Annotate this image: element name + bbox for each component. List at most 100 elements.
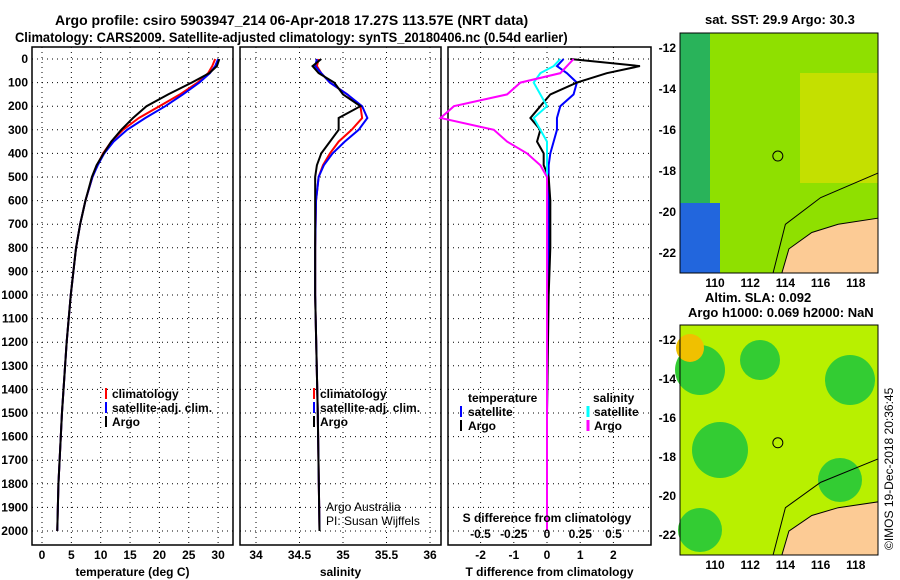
map-anomaly-blob bbox=[740, 340, 780, 380]
map-lon-tick: 112 bbox=[741, 558, 761, 572]
depth-tick-label: 200 bbox=[8, 99, 28, 113]
depth-tick-label: 1000 bbox=[1, 288, 28, 302]
legend-heading-temperature: temperature bbox=[468, 391, 538, 405]
x-axis-label: salinity bbox=[320, 565, 362, 579]
map-lon-tick: 114 bbox=[776, 276, 796, 290]
map-lon-tick: 118 bbox=[846, 558, 866, 572]
map-warm-region bbox=[800, 73, 878, 183]
x-tick-label: 1 bbox=[577, 548, 584, 562]
map-anomaly-blob bbox=[678, 508, 722, 552]
s-diff-tick-label: 0.5 bbox=[605, 527, 622, 541]
depth-tick-label: 700 bbox=[8, 217, 28, 231]
s-diff-tick-label: -0.5 bbox=[470, 527, 491, 541]
panel-frame bbox=[239, 46, 442, 546]
depth-tick-label: 1300 bbox=[1, 359, 28, 373]
depth-tick-label: 400 bbox=[8, 146, 28, 160]
series-line-satellite-adj-clim- bbox=[314, 58, 369, 532]
x-tick-label: 35.5 bbox=[375, 548, 399, 562]
series-line-climatology bbox=[56, 58, 217, 532]
map-lat-tick: -20 bbox=[659, 489, 677, 503]
map-lat-tick: -16 bbox=[659, 123, 677, 137]
x-tick-label: -2 bbox=[475, 548, 486, 562]
map-lon-tick: 110 bbox=[705, 558, 725, 572]
series-line-t-satellite bbox=[546, 58, 579, 531]
x-axis-label: T difference from climatology bbox=[465, 565, 633, 579]
x-tick-label: -1 bbox=[508, 548, 519, 562]
map-lat-tick: -14 bbox=[659, 372, 677, 386]
depth-tick-label: 1800 bbox=[1, 477, 28, 491]
panel-frame bbox=[447, 46, 652, 546]
x-tick-label: 5 bbox=[68, 548, 75, 562]
x-tick-label: 20 bbox=[153, 548, 167, 562]
s-diff-tick-label: -0.25 bbox=[500, 527, 528, 541]
map-lat-tick: -18 bbox=[659, 164, 677, 178]
x-tick-label: 10 bbox=[94, 548, 108, 562]
argo-position-marker bbox=[772, 150, 784, 162]
map-lat-tick: -16 bbox=[659, 411, 677, 425]
legend-label: Argo bbox=[112, 415, 140, 429]
x-tick-label: 30 bbox=[211, 548, 225, 562]
map-lat-tick: -22 bbox=[659, 528, 677, 542]
map-cold-region bbox=[680, 203, 720, 273]
map-lat-tick: -20 bbox=[659, 205, 677, 219]
map-lat-tick: -18 bbox=[659, 450, 677, 464]
x-tick-label: 2 bbox=[610, 548, 617, 562]
legend-label: Argo bbox=[594, 419, 622, 433]
map-lon-tick: 110 bbox=[705, 276, 725, 290]
coastline-contour bbox=[772, 172, 879, 274]
s-diff-tick-label: 0.25 bbox=[569, 527, 593, 541]
credit-line1: Argo Australia bbox=[326, 500, 401, 514]
sst-map-title: sat. SST: 29.9 Argo: 30.3 bbox=[705, 12, 855, 27]
depth-tick-label: 600 bbox=[8, 194, 28, 208]
coastline-contour bbox=[772, 458, 879, 556]
depth-tick-label: 1200 bbox=[1, 335, 28, 349]
series-line-s-argo bbox=[438, 58, 575, 531]
depth-tick-label: 500 bbox=[8, 170, 28, 184]
legend-label: satellite-adj. clim. bbox=[320, 401, 420, 415]
panel-frame bbox=[31, 46, 234, 546]
legend-label: Argo bbox=[320, 415, 348, 429]
depth-tick-label: 1500 bbox=[1, 406, 28, 420]
x-tick-label: 25 bbox=[182, 548, 196, 562]
legend-label: climatology bbox=[112, 387, 179, 401]
depth-tick-label: 300 bbox=[8, 123, 28, 137]
legend-heading-salinity: salinity bbox=[593, 391, 635, 405]
map-frame bbox=[679, 324, 879, 556]
series-line-argo bbox=[311, 58, 363, 532]
depth-tick-label: 2000 bbox=[1, 524, 28, 538]
depth-tick-label: 1400 bbox=[1, 382, 28, 396]
map-lon-tick: 116 bbox=[811, 276, 831, 290]
argo-position-marker bbox=[772, 437, 784, 449]
map-lat-tick: -12 bbox=[659, 41, 677, 55]
series-line-argo bbox=[56, 58, 221, 532]
legend-label: satellite bbox=[468, 405, 513, 419]
map-lat-tick: -22 bbox=[659, 246, 677, 260]
legend-label: satellite-adj. clim. bbox=[112, 401, 212, 415]
legend-label: Argo bbox=[468, 419, 496, 433]
sla-map-subtitle: Argo h1000: 0.069 h2000: NaN bbox=[688, 305, 874, 320]
x-tick-label: 15 bbox=[123, 548, 137, 562]
depth-tick-label: 1600 bbox=[1, 430, 28, 444]
figure-title-line1: Argo profile: csiro 5903947_214 06-Apr-2… bbox=[55, 12, 529, 28]
x-tick-label: 0 bbox=[39, 548, 46, 562]
sla-map-title: Altim. SLA: 0.092 bbox=[705, 290, 812, 305]
s-diff-axis-label: S difference from climatology bbox=[463, 511, 632, 525]
series-line-t-argo bbox=[529, 58, 641, 531]
depth-tick-label: 100 bbox=[8, 76, 28, 90]
x-tick-label: 36 bbox=[423, 548, 437, 562]
map-lon-tick: 114 bbox=[776, 558, 796, 572]
x-tick-label: 0 bbox=[544, 548, 551, 562]
map-frame bbox=[679, 32, 879, 274]
map-lon-tick: 116 bbox=[811, 558, 831, 572]
depth-tick-label: 0 bbox=[21, 52, 28, 66]
map-lon-tick: 112 bbox=[741, 276, 761, 290]
map-anomaly-blob bbox=[692, 422, 748, 478]
x-tick-label: 34.5 bbox=[288, 548, 312, 562]
map-lat-tick: -12 bbox=[659, 333, 677, 347]
x-tick-label: 35 bbox=[336, 548, 350, 562]
depth-tick-label: 800 bbox=[8, 241, 28, 255]
depth-tick-label: 1100 bbox=[2, 312, 28, 326]
map-high-blob bbox=[676, 334, 704, 362]
